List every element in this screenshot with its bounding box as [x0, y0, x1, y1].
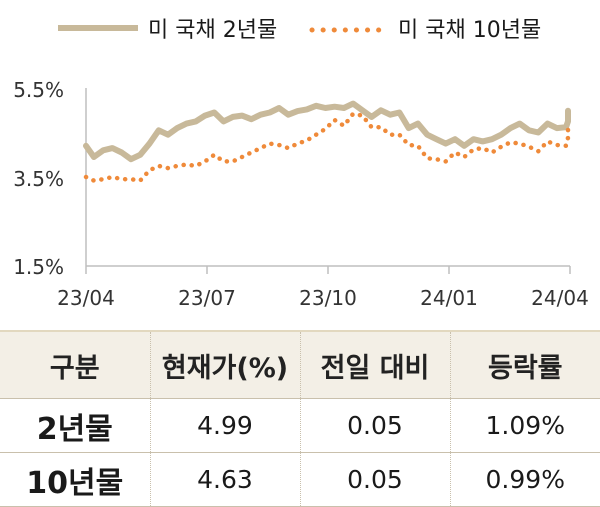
header-price: 현재가(%) — [149, 330, 300, 399]
change-cell: 0.05 — [299, 398, 450, 453]
legend-label-10y: 미 국채 10년물 — [398, 18, 541, 43]
y-tick-label: 3.5% — [13, 167, 64, 191]
x-tick-label: 23/07 — [178, 286, 236, 310]
x-tick-label: 23/04 — [57, 286, 115, 310]
summary-table-area: 구분 현재가(%) 전일 대비 등락률 2년물 4.99 0.05 1.09% … — [0, 330, 600, 507]
header-category: 구분 — [0, 330, 150, 399]
header-rate: 등락률 — [449, 330, 600, 399]
table-header-row: 구분 현재가(%) 전일 대비 등락률 — [0, 330, 600, 399]
rate-cell: 0.99% — [449, 452, 600, 507]
legend-label-2y: 미 국채 2년물 — [148, 18, 277, 43]
y-tick-label: 5.5% — [13, 78, 64, 102]
series-layer — [83, 100, 571, 183]
table-row: 2년물 4.99 0.05 1.09% — [0, 398, 600, 453]
yield-line-chart: 미 국채 2년물 미 국채 10년물 5.5% 3.5% 1.5% 23/04 … — [13, 18, 589, 310]
legend: 미 국채 2년물 미 국채 10년물 — [58, 18, 541, 43]
series-line-2y — [83, 100, 571, 163]
row-label: 2년물 — [0, 398, 150, 453]
price-cell: 4.63 — [149, 452, 300, 507]
y-tick-label: 1.5% — [13, 255, 64, 279]
yield-summary-table: 구분 현재가(%) 전일 대비 등락률 2년물 4.99 0.05 1.09% … — [0, 330, 600, 507]
header-change: 전일 대비 — [299, 330, 450, 399]
series-line-10y — [83, 111, 571, 183]
x-tick-label: 23/10 — [299, 286, 357, 310]
x-tick-label: 24/01 — [420, 286, 478, 310]
rate-cell: 1.09% — [449, 398, 600, 453]
change-cell: 0.05 — [299, 452, 450, 507]
chart-area: 미 국채 2년물 미 국채 10년물 5.5% 3.5% 1.5% 23/04 … — [13, 18, 589, 310]
x-tick-label: 24/04 — [531, 286, 589, 310]
row-label: 10년물 — [0, 452, 150, 507]
table-row: 10년물 4.63 0.05 0.99% — [0, 452, 600, 507]
price-cell: 4.99 — [149, 398, 300, 453]
